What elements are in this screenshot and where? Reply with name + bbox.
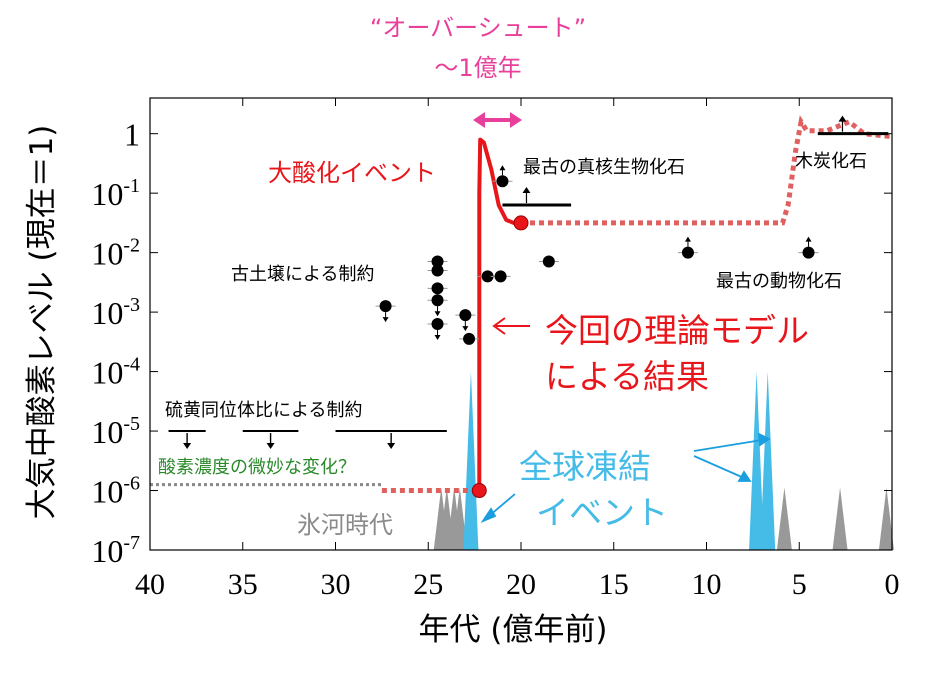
eukaryote-bar-arrowhead [522,187,531,194]
snowball-label-1: 全球凍結 [519,447,651,486]
model-dotted-after [521,115,893,226]
glacial-label: 氷河時代 [297,511,393,539]
x-tick-label-8: 0 [885,568,900,601]
sulfur-label: 硫黄同位体比による制約 [165,400,362,421]
overshoot-duration: ～1億年 [434,54,521,82]
glacial-period-6 [749,371,765,550]
x-tick-label-6: 10 [692,568,722,601]
charcoal-label: 木炭化石 [795,151,867,172]
model-label-2: による結果 [545,357,709,396]
sulfur-arrowhead-0 [183,443,192,450]
y-axis-label: 大気中酸素レベル (現在＝1) [24,125,60,520]
constraint-point-7 [463,332,476,345]
constraint-point-4 [431,294,444,307]
glacial-period-3 [446,487,462,550]
goe-label: 大酸化イベント [268,159,436,187]
constraint-point-3 [431,282,444,295]
animal-label: 最古の動物化石 [716,271,842,292]
eukaryote-label: 最古の真核生物化石 [523,157,685,178]
constraint-point-9 [494,270,507,283]
paleosol-label: 古土壌による制約 [231,264,374,285]
constraint-point-1 [431,255,444,268]
glacial-period-10 [878,487,894,550]
x-tick-label-2: 30 [321,568,351,601]
y-tick-label-4: 10-4 [91,354,140,391]
y-tick-label-6: 10-6 [91,473,140,510]
charcoal-bar-arrowhead [838,115,847,122]
snowball-pointer-arrows [480,432,771,523]
x-tick-label-7: 5 [792,568,807,601]
x-tick-label-1: 35 [228,568,258,601]
constraint-arrowhead-6 [462,326,469,332]
glacial-periods [433,371,894,550]
y-tick-label-2: 10-2 [91,235,140,272]
constraint-point-8 [481,270,494,283]
constraint-point-6 [459,309,472,322]
constraint-points [375,165,819,345]
sulfur-arrowhead-1 [266,443,275,450]
model-series [381,115,893,499]
x-ticks: 40 35 30 25 20 15 10 5 0 [135,98,900,601]
overshoot-title: “オーバーシュート” [370,14,586,42]
fossil-bars [502,115,889,207]
model-marker-0 [471,483,487,499]
model-solid-line [477,137,521,491]
model-label-1: 今回の理論モデル [545,311,809,350]
constraint-arrowhead-5 [434,335,441,340]
constraint-arrowhead-12 [684,236,691,242]
constraint-arrowhead-4 [434,311,441,317]
x-tick-label-4: 20 [506,568,536,601]
constraint-point-11 [542,255,555,268]
y-tick-label-5: 10-5 [91,413,140,450]
trace-label: 酸素濃度の微妙な変化？ [158,457,356,478]
constraint-point-2 [431,264,444,277]
snowball-label-2: イベント [536,493,668,532]
constraint-point-5 [431,318,444,330]
y-tick-label-7: 10-7 [91,532,140,569]
model-pointer-arrow [492,317,530,335]
model-marker-1 [513,215,529,231]
x-tick-label-3: 25 [413,568,443,601]
glacial-period-9 [832,487,848,550]
sulfur-arrowhead-2 [387,443,396,450]
x-tick-label-5: 15 [599,568,629,601]
x-axis-label: 年代 (億年前) [418,612,607,648]
constraint-arrowhead-10 [499,165,506,171]
y-ticks: 1 10-1 10-2 10-3 10-4 10-5 10-6 10-7 [91,117,892,569]
constraint-arrowhead-13 [805,236,812,242]
constraint-point-0 [379,300,392,313]
overshoot-arrow [473,112,522,128]
constraint-point-12 [681,246,694,259]
y-tick-label-0: 1 [124,117,140,153]
glacial-period-5 [463,371,479,550]
y-tick-label-1: 10-1 [91,175,140,212]
glacial-period-7 [760,371,776,550]
x-tick-label-0: 40 [135,568,165,601]
constraint-point-10 [496,175,509,188]
constraint-point-13 [802,246,815,259]
y-tick-label-3: 10-3 [91,294,140,331]
sulfur-constraints [168,430,447,450]
constraint-arrowhead-0 [382,317,389,323]
glacial-period-8 [776,487,792,550]
